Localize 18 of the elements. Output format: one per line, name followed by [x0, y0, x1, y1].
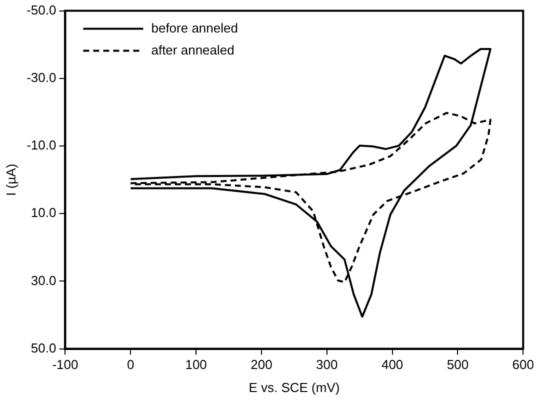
- y-axis-title: I (µA): [3, 164, 18, 196]
- y-tick-label: 30.0: [30, 272, 56, 288]
- y-tick-label: 10.0: [30, 205, 56, 220]
- y-tick-label: -30.0: [26, 70, 56, 85]
- y-tick-label: -50.0: [26, 2, 56, 18]
- x-tick-label: 300: [316, 357, 338, 372]
- x-tick-label: 500: [446, 357, 469, 372]
- legend-label: after annealed: [151, 42, 234, 58]
- x-tick-label: -100: [52, 357, 78, 372]
- y-tick-label: 50.0: [30, 340, 56, 356]
- x-axis-title: E vs. SCE (mV): [248, 380, 340, 395]
- x-tick-label: 400: [381, 357, 404, 372]
- x-tick-label: 0: [127, 357, 134, 372]
- x-tick-label: 100: [185, 357, 207, 372]
- y-tick-label: -10.0: [26, 138, 56, 153]
- x-tick-label: 200: [250, 357, 272, 372]
- x-tick-label: 600: [512, 357, 534, 372]
- legend-label: before anneled: [151, 20, 238, 36]
